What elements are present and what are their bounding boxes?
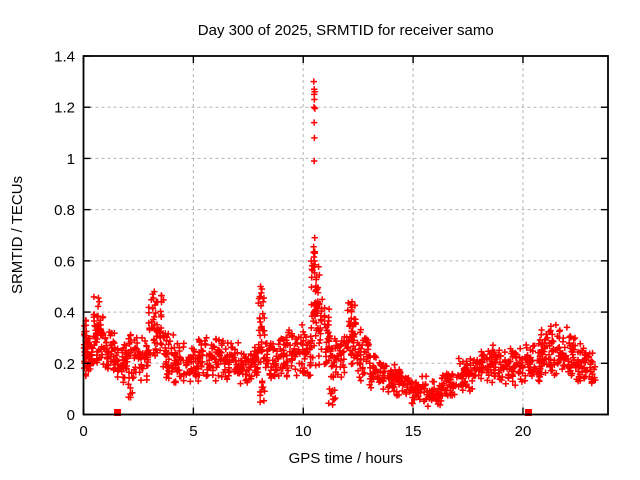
svg-text:15: 15	[405, 423, 422, 440]
plot-border	[82, 55, 609, 416]
chart-title: Day 300 of 2025, SRMTID for receiver sam…	[198, 22, 494, 39]
y-axis-label: SRMTID / TECUs	[9, 176, 26, 294]
svg-text:1.2: 1.2	[54, 100, 75, 117]
svg-text:10: 10	[295, 423, 312, 440]
data-points	[80, 78, 599, 410]
x-axis-label: GPS time / hours	[289, 450, 403, 467]
zero-markers	[114, 409, 532, 416]
svg-text:0.4: 0.4	[54, 305, 75, 322]
svg-text:0.6: 0.6	[54, 253, 75, 270]
svg-text:0: 0	[67, 407, 75, 424]
svg-text:0.8: 0.8	[54, 202, 75, 219]
svg-text:0.2: 0.2	[54, 356, 75, 373]
svg-text:0: 0	[79, 423, 87, 440]
y-tick-labels: 0 0.2 0.4 0.6 0.8 1 1.2 1.4	[54, 49, 75, 425]
svg-text:20: 20	[515, 423, 532, 440]
svg-text:5: 5	[189, 423, 197, 440]
svg-text:1: 1	[67, 151, 75, 168]
x-tick-labels: 0 5 10 15 20	[79, 423, 531, 440]
svg-text:1.4: 1.4	[54, 49, 75, 66]
